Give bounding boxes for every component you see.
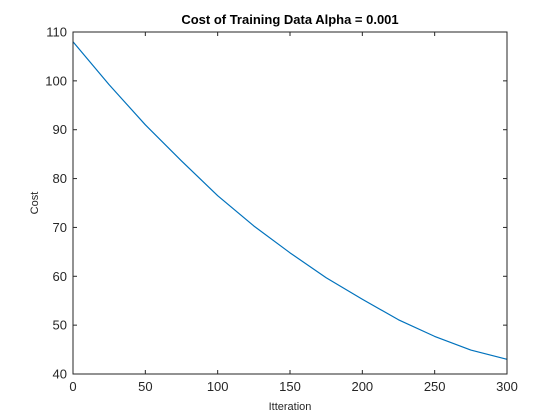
x-tick-label: 150	[279, 379, 301, 394]
x-tick-label: 250	[424, 379, 446, 394]
y-tick-label: 80	[53, 171, 67, 186]
x-tick-label: 200	[351, 379, 373, 394]
plot-area	[73, 32, 507, 374]
x-axis-label: Itteration	[269, 401, 312, 413]
x-tick-label: 50	[138, 379, 152, 394]
y-tick-label: 40	[53, 367, 67, 382]
y-tick-label: 50	[53, 318, 67, 333]
y-tick-label: 60	[53, 269, 67, 284]
y-tick-label: 110	[46, 25, 67, 40]
x-tick-label: 100	[207, 379, 229, 394]
y-tick-label: 100	[45, 73, 67, 88]
x-tick-label: 0	[69, 379, 76, 394]
y-axis-label: Cost	[29, 192, 41, 215]
x-tick-label: 300	[496, 379, 518, 394]
y-tick-label: 70	[53, 220, 67, 235]
y-tick-label: 90	[53, 122, 67, 137]
chart-title: Cost of Training Data Alpha = 0.001	[181, 12, 398, 27]
